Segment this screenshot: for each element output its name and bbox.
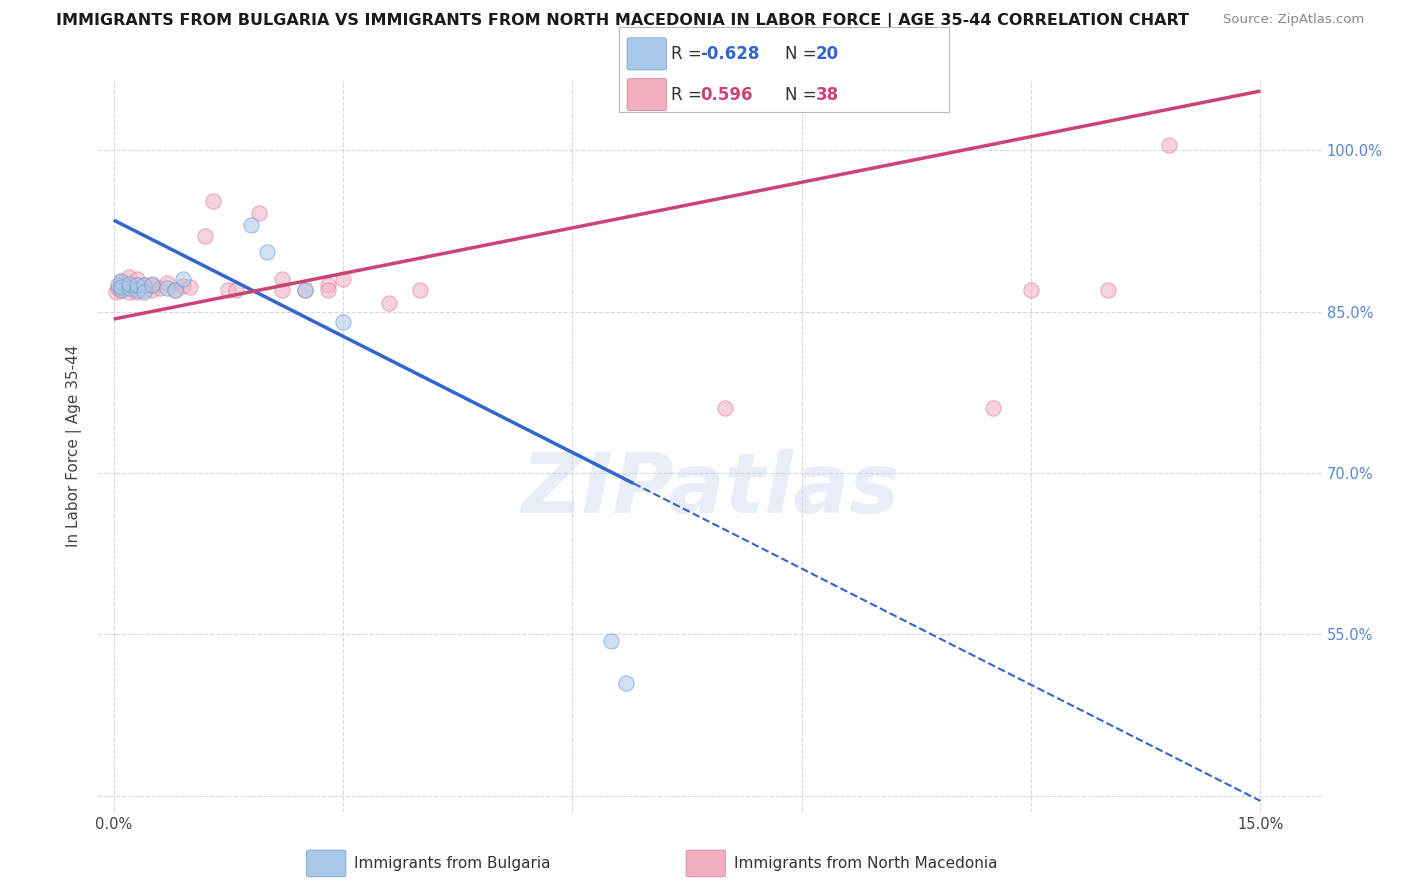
- Point: [141, 277, 163, 291]
- Point: [110, 280, 132, 294]
- Point: [163, 283, 186, 297]
- Text: -0.628: -0.628: [700, 45, 759, 62]
- Point: [134, 277, 156, 292]
- Point: [156, 276, 179, 290]
- Point: [217, 283, 239, 297]
- Text: 20: 20: [815, 45, 838, 62]
- Point: [163, 283, 186, 297]
- Point: [125, 285, 148, 300]
- Y-axis label: In Labor Force | Age 35-44: In Labor Force | Age 35-44: [66, 345, 83, 547]
- Point: [118, 277, 141, 291]
- Point: [1097, 283, 1119, 297]
- Point: [247, 205, 270, 219]
- Point: [110, 277, 132, 292]
- Text: N =: N =: [785, 86, 821, 103]
- Point: [294, 283, 316, 297]
- Point: [225, 283, 247, 297]
- Point: [107, 281, 129, 295]
- Point: [134, 283, 156, 297]
- Point: [270, 283, 294, 297]
- Point: [107, 277, 129, 292]
- Point: [110, 283, 132, 297]
- Point: [378, 296, 401, 310]
- Point: [110, 283, 132, 297]
- Point: [172, 272, 194, 286]
- Point: [981, 401, 1004, 416]
- Point: [141, 277, 163, 292]
- Point: [172, 278, 194, 293]
- Point: [270, 272, 294, 286]
- Text: 38: 38: [815, 86, 838, 103]
- Text: 0.596: 0.596: [700, 86, 752, 103]
- Point: [1157, 137, 1180, 152]
- Point: [316, 283, 339, 297]
- Point: [1019, 283, 1042, 297]
- Point: [118, 281, 141, 295]
- Point: [156, 281, 179, 295]
- Point: [149, 281, 172, 295]
- Point: [294, 283, 316, 297]
- Point: [202, 194, 225, 208]
- Point: [125, 283, 148, 297]
- Text: ZIPatlas: ZIPatlas: [522, 450, 898, 531]
- Point: [134, 277, 156, 292]
- Text: IMMIGRANTS FROM BULGARIA VS IMMIGRANTS FROM NORTH MACEDONIA IN LABOR FORCE | AGE: IMMIGRANTS FROM BULGARIA VS IMMIGRANTS F…: [56, 13, 1189, 29]
- Point: [110, 274, 132, 288]
- Text: Immigrants from Bulgaria: Immigrants from Bulgaria: [354, 856, 551, 871]
- Point: [179, 280, 201, 294]
- Point: [316, 277, 339, 292]
- Point: [118, 277, 141, 292]
- Text: R =: R =: [671, 86, 711, 103]
- Point: [332, 315, 354, 329]
- Text: Immigrants from North Macedonia: Immigrants from North Macedonia: [734, 856, 997, 871]
- Point: [240, 219, 263, 233]
- Text: Source: ZipAtlas.com: Source: ZipAtlas.com: [1223, 13, 1364, 27]
- Point: [408, 283, 430, 297]
- Point: [118, 285, 141, 300]
- Point: [256, 245, 278, 260]
- Point: [125, 272, 148, 286]
- Text: N =: N =: [785, 45, 821, 62]
- Point: [332, 272, 354, 286]
- Point: [125, 277, 148, 292]
- Point: [118, 270, 141, 285]
- Point: [614, 675, 637, 690]
- Point: [599, 633, 621, 648]
- Point: [194, 229, 217, 244]
- Point: [110, 274, 132, 288]
- Point: [134, 285, 156, 300]
- Point: [141, 283, 163, 297]
- Text: R =: R =: [671, 45, 707, 62]
- Point: [714, 401, 737, 416]
- Point: [125, 277, 148, 292]
- Point: [105, 285, 128, 300]
